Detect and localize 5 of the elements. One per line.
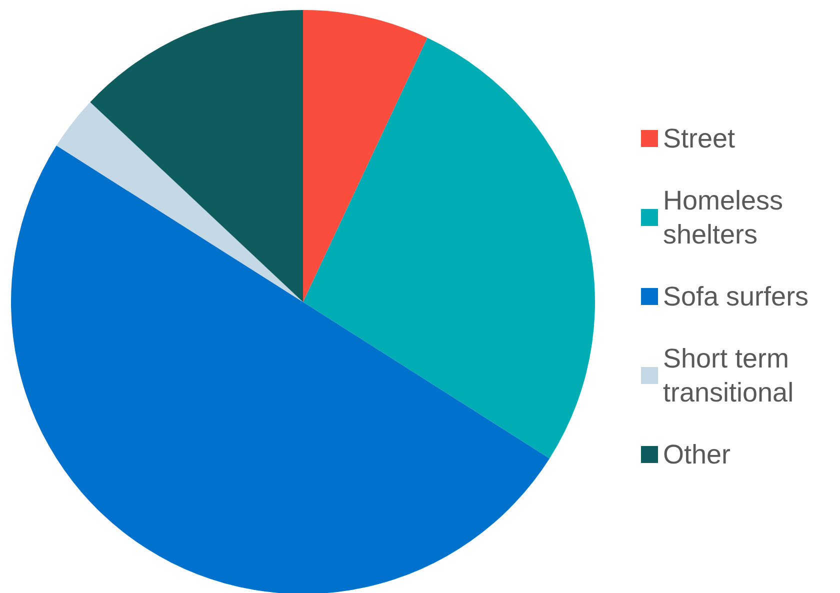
legend-label: Street	[663, 124, 736, 154]
legend-label: Homeless shelters	[663, 186, 791, 250]
legend-label: Other	[663, 440, 731, 470]
legend-label: Short term transitional	[663, 344, 797, 408]
legend-label: Sofa surfers	[663, 282, 809, 312]
